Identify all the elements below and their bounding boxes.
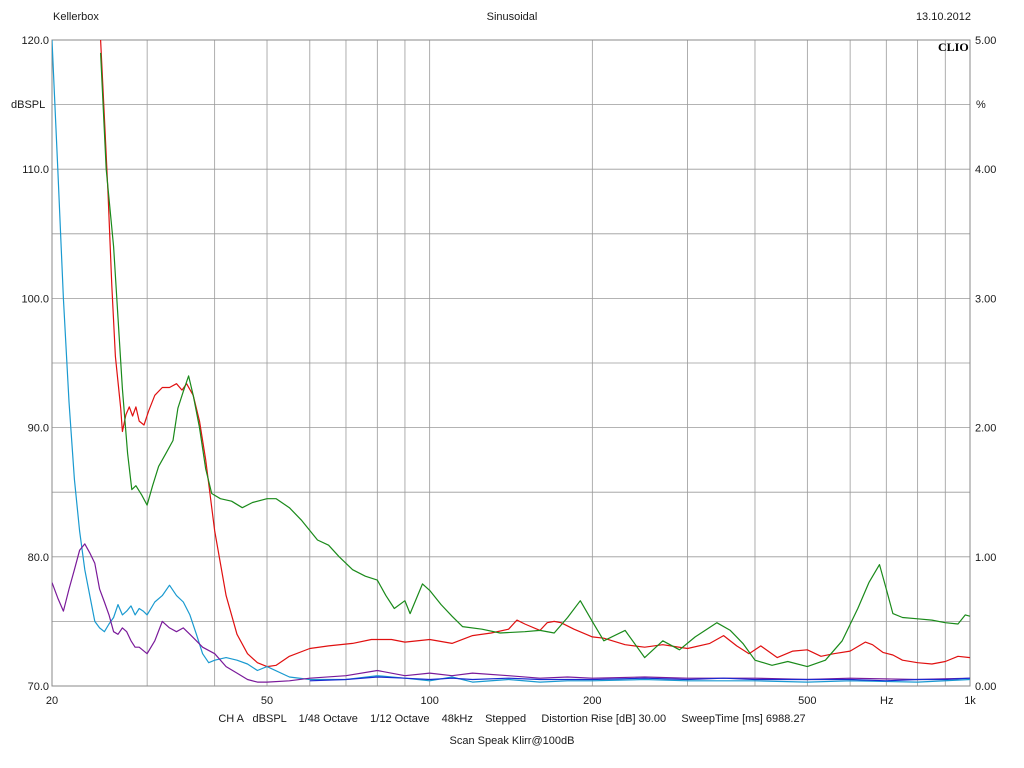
y-tick-label-left: 100.0 xyxy=(21,293,49,305)
plot-frame xyxy=(51,39,971,687)
x-axis-label: Hz xyxy=(880,695,893,707)
y-tick-label-left: 120.0 xyxy=(21,35,49,47)
series-layer xyxy=(52,40,970,683)
x-tick-label: 1k xyxy=(964,695,976,707)
x-tick-label: 200 xyxy=(583,695,601,707)
tick-layer: 20 50 100 200 500 1k 70.0 80.0 90.0 100.0 110.0 120… xyxy=(21,35,996,707)
y-tick-label-right: 5.00 xyxy=(975,35,996,47)
series-line-green xyxy=(100,52,970,668)
series-line-purple xyxy=(52,543,970,683)
y-tick-label-right: 4.00 xyxy=(975,164,996,176)
y-axis-right-label: % xyxy=(976,99,986,111)
y-tick-label-right: 3.00 xyxy=(975,293,996,305)
x-tick-label: 100 xyxy=(420,695,438,707)
header-date: 13.10.2012 xyxy=(915,11,971,23)
y-tick-label-right: 2.00 xyxy=(975,423,996,435)
y-tick-label-right: 1.00 xyxy=(975,552,996,564)
clio-logo: CLIO xyxy=(938,40,969,54)
y-tick-label-right: 0.00 xyxy=(975,681,996,693)
y-tick-label-left: 90.0 xyxy=(28,423,49,435)
series-line-cyan xyxy=(52,40,970,683)
header-center-title: Sinusoidal xyxy=(486,11,538,23)
y-tick-label-left: 70.0 xyxy=(28,681,49,693)
measurement-settings: CH A dBSPL 1/48 Octave 1/12 Octave 48kHz… xyxy=(218,713,806,725)
series-line-blue xyxy=(309,676,970,682)
x-tick-label: 500 xyxy=(798,695,816,707)
series-line-red xyxy=(100,40,970,668)
measurement-caption: Scan Speak Klirr@100dB xyxy=(449,735,575,747)
x-tick-label: 50 xyxy=(261,695,273,707)
y-axis-left-label: dBSPL xyxy=(11,99,45,111)
y-tick-label-left: 110.0 xyxy=(22,164,49,176)
grid-layer xyxy=(52,40,970,686)
header-left-title: Kellerbox xyxy=(53,11,99,23)
x-tick-label: 20 xyxy=(46,695,58,707)
y-tick-label-left: 80.0 xyxy=(28,552,49,564)
